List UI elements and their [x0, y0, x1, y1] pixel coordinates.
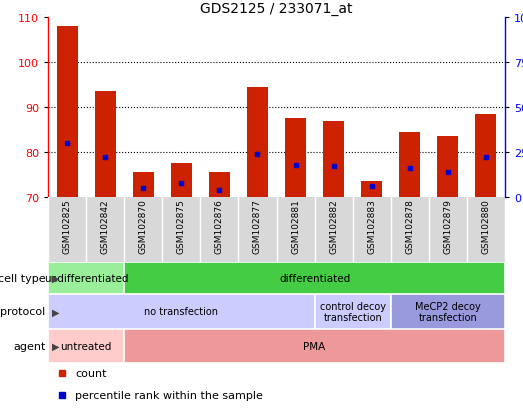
Text: undifferentiated: undifferentiated	[44, 273, 128, 283]
Text: GSM102878: GSM102878	[405, 199, 414, 254]
Text: ▶: ▶	[52, 273, 60, 283]
Text: ▶: ▶	[52, 341, 60, 351]
Bar	[56, 27, 77, 197]
Text: GSM102881: GSM102881	[291, 199, 300, 254]
Bar	[475, 114, 496, 197]
Text: GSM102875: GSM102875	[177, 199, 186, 254]
Text: GSM102877: GSM102877	[253, 199, 262, 254]
Text: GSM102882: GSM102882	[329, 199, 338, 254]
Text: GSM102876: GSM102876	[215, 199, 224, 254]
Text: ▶: ▶	[52, 307, 60, 317]
Bar	[391, 294, 505, 329]
Text: GSM102825: GSM102825	[63, 199, 72, 254]
Text: control decoy
transfection: control decoy transfection	[320, 301, 385, 323]
Text: PMA: PMA	[303, 341, 326, 351]
Bar	[133, 173, 154, 197]
Text: GSM102883: GSM102883	[367, 199, 376, 254]
Text: untreated: untreated	[60, 341, 112, 351]
Bar	[171, 164, 192, 197]
Text: protocol: protocol	[0, 307, 46, 317]
Text: GSM102879: GSM102879	[444, 199, 452, 254]
Text: no transfection: no transfection	[144, 307, 218, 317]
Text: differentiated: differentiated	[279, 273, 350, 283]
Bar	[400, 133, 420, 197]
Bar	[209, 173, 230, 197]
Bar	[247, 88, 268, 197]
Text: GSM102842: GSM102842	[100, 199, 110, 253]
Bar	[314, 294, 391, 329]
Text: count: count	[75, 368, 107, 378]
Text: GSM102880: GSM102880	[482, 199, 491, 254]
Bar	[48, 329, 124, 363]
Title: GDS2125 / 233071_at: GDS2125 / 233071_at	[200, 2, 353, 16]
Bar	[95, 92, 116, 197]
Text: agent: agent	[13, 341, 46, 351]
Bar	[124, 262, 505, 294]
Bar	[285, 119, 306, 197]
Bar	[124, 329, 505, 363]
Bar	[323, 121, 344, 197]
Text: MeCP2 decoy
transfection: MeCP2 decoy transfection	[415, 301, 481, 323]
Bar	[48, 262, 124, 294]
Text: percentile rank within the sample: percentile rank within the sample	[75, 390, 263, 400]
Bar	[48, 294, 314, 329]
Bar	[437, 137, 458, 197]
Text: GSM102870: GSM102870	[139, 199, 147, 254]
Text: cell type: cell type	[0, 273, 46, 283]
Bar	[361, 182, 382, 197]
